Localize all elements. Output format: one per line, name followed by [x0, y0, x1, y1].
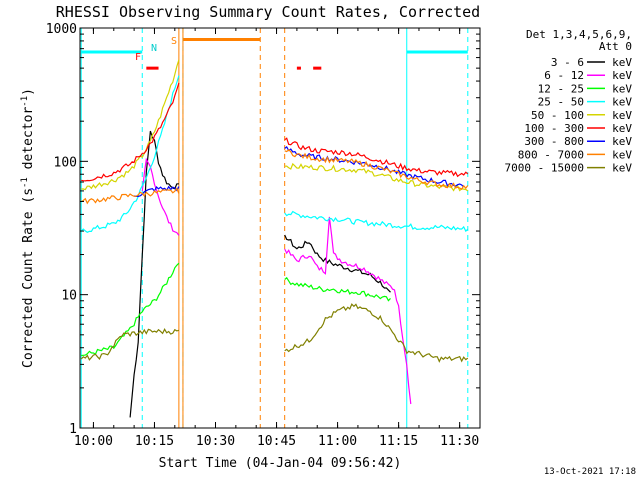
series-line — [133, 146, 465, 197]
y-label-sup2: -1 — [20, 96, 30, 107]
legend-entry-label: 100 - 300 — [524, 122, 584, 135]
series-line — [81, 82, 469, 182]
x-tick-label: 10:15 — [135, 434, 174, 449]
x-tick-label: 11:30 — [440, 434, 479, 449]
series-line — [81, 59, 469, 192]
chart-title: RHESSI Observing Summary Count Rates, Co… — [56, 3, 480, 21]
x-tick-label: 11:00 — [318, 434, 357, 449]
legend: Det 1,3,4,5,6,9,Att 0 3 - 6 keV 6 - 12 keV 12… — [505, 28, 633, 175]
y-tick-label: 1000 — [46, 22, 77, 37]
series-line — [80, 303, 469, 363]
series-line — [81, 262, 391, 357]
legend-header: Det 1,3,4,5,6,9, — [526, 28, 632, 41]
x-tick-label: 10:30 — [196, 434, 235, 449]
y-label-main: Corrected Count Rate (s — [21, 188, 36, 368]
status-bands — [81, 37, 468, 70]
y-axis-ticks: 1 10 100 1000 — [46, 22, 480, 437]
flag-f: F — [135, 52, 141, 63]
legend-entry-unit: keV — [612, 122, 632, 135]
x-axis-label: Start Time (04-Jan-04 09:56:42) — [159, 456, 402, 471]
x-tick-label: 11:15 — [379, 434, 418, 449]
footer-timestamp: 13-Oct-2021 17:18 — [544, 467, 636, 477]
legend-entry-label: 800 - 7000 — [518, 148, 584, 161]
legend-entry-unit: keV — [612, 135, 632, 148]
legend-entry-label: 50 - 100 — [531, 109, 584, 122]
x-tick-label: 10:45 — [257, 434, 296, 449]
flag-s: S — [171, 36, 177, 47]
flag-n: N — [151, 43, 157, 54]
series-line — [80, 148, 469, 205]
status-vlines — [80, 28, 469, 428]
y-axis-label: Corrected Count Rate (s-1 detector-1) — [20, 88, 36, 368]
legend-entry-unit: keV — [612, 162, 632, 175]
legend-header: Att 0 — [599, 40, 632, 53]
series-group — [80, 59, 469, 418]
legend-entry-unit: keV — [612, 69, 632, 82]
legend-entry-label: 25 - 50 — [538, 96, 584, 109]
y-label-mid: detector — [21, 107, 36, 178]
series-line — [129, 130, 391, 418]
legend-entry-unit: keV — [612, 56, 632, 69]
legend-entry-unit: keV — [612, 109, 632, 122]
series-line — [80, 75, 469, 233]
legend-entry-label: 7000 - 15000 — [505, 162, 584, 175]
y-tick-label: 100 — [54, 155, 77, 170]
legend-entry-label: 3 - 6 — [551, 56, 584, 69]
x-tick-label: 10:00 — [74, 434, 113, 449]
x-axis-ticks: 10:00 10:15 10:30 10:45 11:00 11:15 11:30 — [74, 28, 481, 449]
y-label-end: ) — [21, 88, 36, 96]
y-label-sup1: -1 — [20, 177, 30, 188]
legend-entry-label: 6 - 12 — [544, 69, 584, 82]
legend-entry-label: 300 - 800 — [524, 135, 584, 148]
plot-frame — [79, 27, 481, 429]
legend-entry-unit: keV — [612, 96, 632, 109]
legend-entry-unit: keV — [612, 82, 632, 95]
y-tick-label: 10 — [61, 289, 77, 304]
y-tick-label: 1 — [69, 422, 77, 437]
legend-entry-unit: keV — [612, 148, 632, 161]
legend-entry-label: 12 - 25 — [538, 82, 584, 95]
